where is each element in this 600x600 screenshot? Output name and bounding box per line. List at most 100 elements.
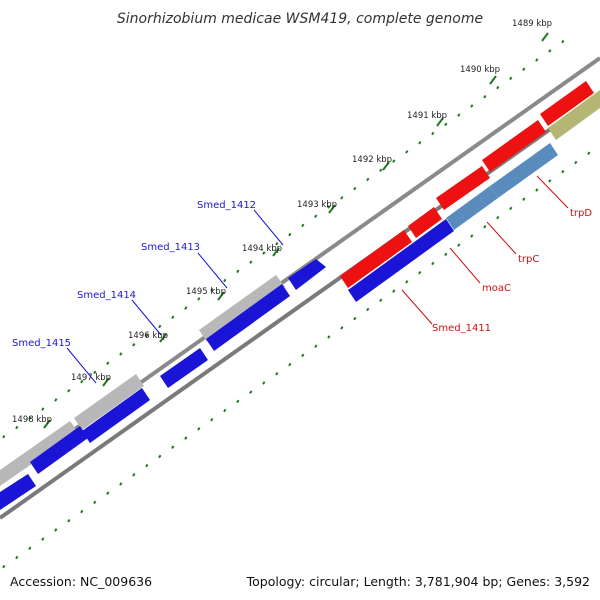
tick-dot xyxy=(431,131,435,136)
tick-dot xyxy=(522,197,526,201)
tick-1489: 1489 kbp xyxy=(512,19,552,42)
tick-1494: 1494 kbp xyxy=(242,244,282,257)
tick-dot xyxy=(392,159,396,163)
tick-dot xyxy=(132,343,136,347)
gene-blue-upper-4[interactable] xyxy=(206,284,290,351)
gene-red-3[interactable] xyxy=(436,166,490,210)
gene-olive-trpd[interactable] xyxy=(548,90,600,140)
tick-1491: 1491 kbp xyxy=(407,111,447,127)
tick-dot xyxy=(353,186,357,191)
tick-dot xyxy=(366,177,370,182)
gene-steel-trpc[interactable] xyxy=(490,143,558,198)
tick-label-1489: 1489 kbp xyxy=(512,19,552,29)
tick-dot xyxy=(483,95,487,99)
gene-blue-upper-2[interactable] xyxy=(82,388,150,443)
tick-dot xyxy=(444,122,448,127)
tick-dot xyxy=(340,326,344,330)
map-title: Sinorhizobium medicae WSM419, complete g… xyxy=(117,11,483,27)
tick-dot xyxy=(275,372,279,376)
tick-dot xyxy=(392,289,396,293)
tick-dot xyxy=(132,473,136,477)
accession-label: Accession: NC_009636 xyxy=(10,574,152,589)
tick-dot xyxy=(301,353,305,358)
tick-dot xyxy=(93,370,97,375)
gene-blue-upper-3[interactable] xyxy=(160,348,208,388)
reverse-strand-genes xyxy=(340,81,600,302)
tick-dot xyxy=(418,140,422,145)
tick-dot xyxy=(522,67,526,71)
tick-dot xyxy=(366,307,370,312)
label-smed-1411[interactable]: Smed_1411 xyxy=(432,323,491,334)
label-smed-1414[interactable]: Smed_1414 xyxy=(77,290,136,301)
tick-dot xyxy=(327,205,331,209)
label-trpc[interactable]: trpC xyxy=(518,254,539,265)
gene-red-5[interactable] xyxy=(540,81,594,126)
tick-label-1497: 1497 kbp xyxy=(71,373,111,383)
tick-label-1490: 1490 kbp xyxy=(460,65,500,75)
genome-summary: Topology: circular; Length: 3,781,904 bp… xyxy=(246,574,590,589)
tick-dot xyxy=(145,333,149,338)
tick-dot xyxy=(210,287,214,292)
gene-grey-upper-1[interactable] xyxy=(0,421,78,486)
tick-dot xyxy=(54,398,58,402)
tick-dot xyxy=(80,509,84,514)
tick-dot xyxy=(54,528,58,532)
tick-dot xyxy=(28,546,32,551)
gene-blue-smed1411[interactable] xyxy=(348,219,454,302)
tick-dot xyxy=(67,518,71,523)
tick-dot xyxy=(41,407,45,411)
tick-dot xyxy=(288,232,292,237)
tick-dot xyxy=(548,179,552,183)
tick-dot xyxy=(405,150,409,154)
tick-dot xyxy=(80,379,84,384)
label-smed-1412[interactable]: Smed_1412 xyxy=(197,200,256,211)
tick-dot xyxy=(418,270,422,275)
tick-dot xyxy=(184,436,188,440)
gene-grey-upper-3[interactable] xyxy=(199,275,285,342)
gene-blue-upper-0[interactable] xyxy=(0,474,36,510)
tick-dot xyxy=(15,425,19,430)
tick-dot xyxy=(171,445,175,450)
gene-blue-upper-5[interactable] xyxy=(288,259,326,290)
tick-dot xyxy=(327,335,331,339)
gene-blue-upper-1[interactable] xyxy=(30,426,88,474)
forward-strand-genes xyxy=(0,259,326,510)
tick-dot xyxy=(275,242,279,246)
tick-dot xyxy=(223,278,227,283)
tick-dot xyxy=(223,408,227,413)
tick-dot xyxy=(470,234,474,238)
tick-1493: 1493 kbp xyxy=(297,200,337,214)
label-trpd[interactable]: trpD xyxy=(570,208,592,219)
gene-red-4[interactable] xyxy=(482,120,546,172)
tick-dot xyxy=(236,399,240,404)
kbp-ticks: 1489 kbp 1490 kbp 1491 kbp 1492 kbp 1493… xyxy=(12,19,552,429)
tick-dot xyxy=(405,280,409,284)
tick-dot xyxy=(262,251,266,255)
tick-dot xyxy=(483,225,487,229)
tick-dot xyxy=(340,196,344,200)
label-smed-1413[interactable]: Smed_1413 xyxy=(141,242,200,253)
tick-dot xyxy=(496,215,500,220)
tick-label-1491: 1491 kbp xyxy=(407,111,447,121)
tick-dot xyxy=(509,206,513,211)
tick-dot xyxy=(236,269,240,274)
tick-label-1495: 1495 kbp xyxy=(186,287,226,297)
tick-dot xyxy=(574,160,578,165)
gene-grey-upper-2[interactable] xyxy=(74,374,144,430)
label-moac[interactable]: moaC xyxy=(482,283,511,294)
tick-dot xyxy=(2,434,6,439)
label-smed-1415[interactable]: Smed_1415 xyxy=(12,338,71,349)
gene-red-2[interactable] xyxy=(408,207,442,238)
tick-dot xyxy=(158,454,162,459)
tick-dot xyxy=(457,243,461,247)
gene-red-1[interactable] xyxy=(340,230,412,288)
tick-dot xyxy=(314,214,318,218)
tick-label-1494: 1494 kbp xyxy=(242,244,282,254)
gene-steel-moac[interactable] xyxy=(446,186,498,230)
tick-1497: 1497 kbp xyxy=(71,373,111,387)
tick-dot xyxy=(145,463,149,468)
tick-dot xyxy=(210,417,214,422)
tick-dot xyxy=(314,344,318,348)
tick-dot xyxy=(379,298,383,303)
